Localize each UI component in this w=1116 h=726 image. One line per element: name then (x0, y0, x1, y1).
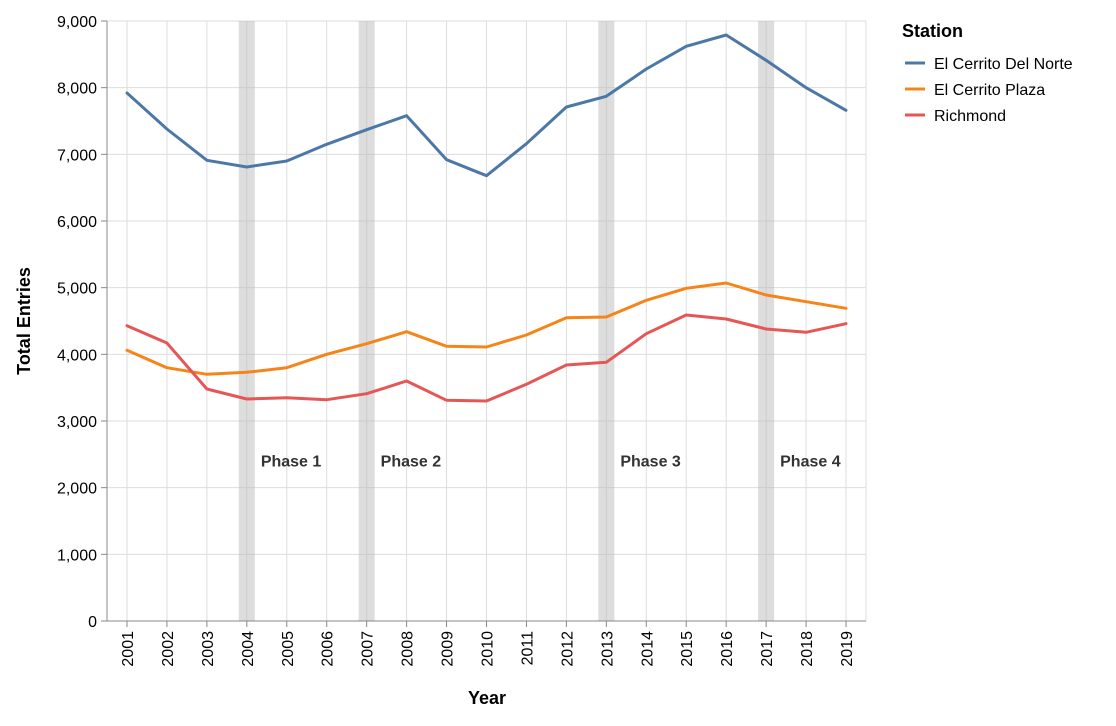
x-tick-label: 2004 (240, 631, 257, 667)
phase-label: Phase 2 (381, 453, 442, 470)
phase-band (598, 21, 615, 621)
x-tick-label: 2001 (120, 631, 137, 667)
x-tick-label: 2013 (599, 631, 616, 667)
x-tick-label: 2014 (639, 631, 656, 667)
phase-band (758, 21, 775, 621)
series-lines (125, 33, 848, 403)
series-line (125, 313, 848, 403)
y-tick-label: 9,000 (57, 14, 97, 31)
x-tick-label: 2019 (839, 631, 856, 667)
x-tick-label: 2017 (759, 631, 776, 667)
phase-label: Phase 4 (780, 453, 841, 470)
series-line (125, 33, 848, 178)
x-tick-label: 2003 (200, 631, 217, 667)
x-tick-label: 2005 (280, 631, 297, 667)
legend-label: El Cerrito Plaza (934, 82, 1045, 99)
axes: 0 1,000 2,000 3,000 4,000 5,000 6,000 7,000 8,00… (57, 14, 866, 667)
x-tick-label: 2008 (400, 631, 417, 667)
x-tick-label: 2010 (480, 631, 497, 667)
x-tick-label: 2002 (160, 631, 177, 667)
legend: Station El Cerrito Del Norte El Cerrito P… (902, 21, 1073, 125)
x-tick-label: 2011 (519, 631, 536, 666)
x-tick-label: 2012 (559, 631, 576, 667)
series-line (125, 281, 848, 376)
y-tick-label: 4,000 (57, 347, 97, 364)
x-tick-label: 2016 (719, 631, 736, 667)
y-tick-label: 5,000 (57, 281, 97, 298)
y-tick-label: 7,000 (57, 147, 97, 164)
x-tick-label: 2007 (360, 631, 377, 667)
phase-label: Phase 1 (261, 453, 322, 470)
y-tick-label: 3,000 (57, 414, 97, 431)
grid (107, 20, 867, 622)
y-tick-label: 6,000 (57, 214, 97, 231)
phase-label: Phase 3 (620, 453, 681, 470)
y-tick-label: 0 (88, 614, 97, 631)
legend-title: Station (902, 21, 963, 41)
phase-labels: Phase 1 Phase 2 Phase 3 Phase 4 (261, 453, 841, 470)
x-tick-label: 2018 (799, 631, 816, 667)
phase-band (238, 21, 255, 621)
legend-label: El Cerrito Del Norte (934, 56, 1073, 73)
x-axis-title: Year (468, 688, 506, 708)
legend-label: Richmond (934, 108, 1006, 125)
phase-band (358, 21, 375, 621)
x-tick-label: 2006 (320, 631, 337, 667)
y-tick-label: 1,000 (57, 547, 97, 564)
y-axis-title: Total Entries (14, 267, 34, 375)
y-tick-label: 8,000 (57, 81, 97, 98)
x-tick-label: 2009 (440, 631, 457, 667)
x-tick-label: 2015 (679, 631, 696, 667)
phase-bands (238, 21, 775, 621)
y-tick-label: 2,000 (57, 481, 97, 498)
